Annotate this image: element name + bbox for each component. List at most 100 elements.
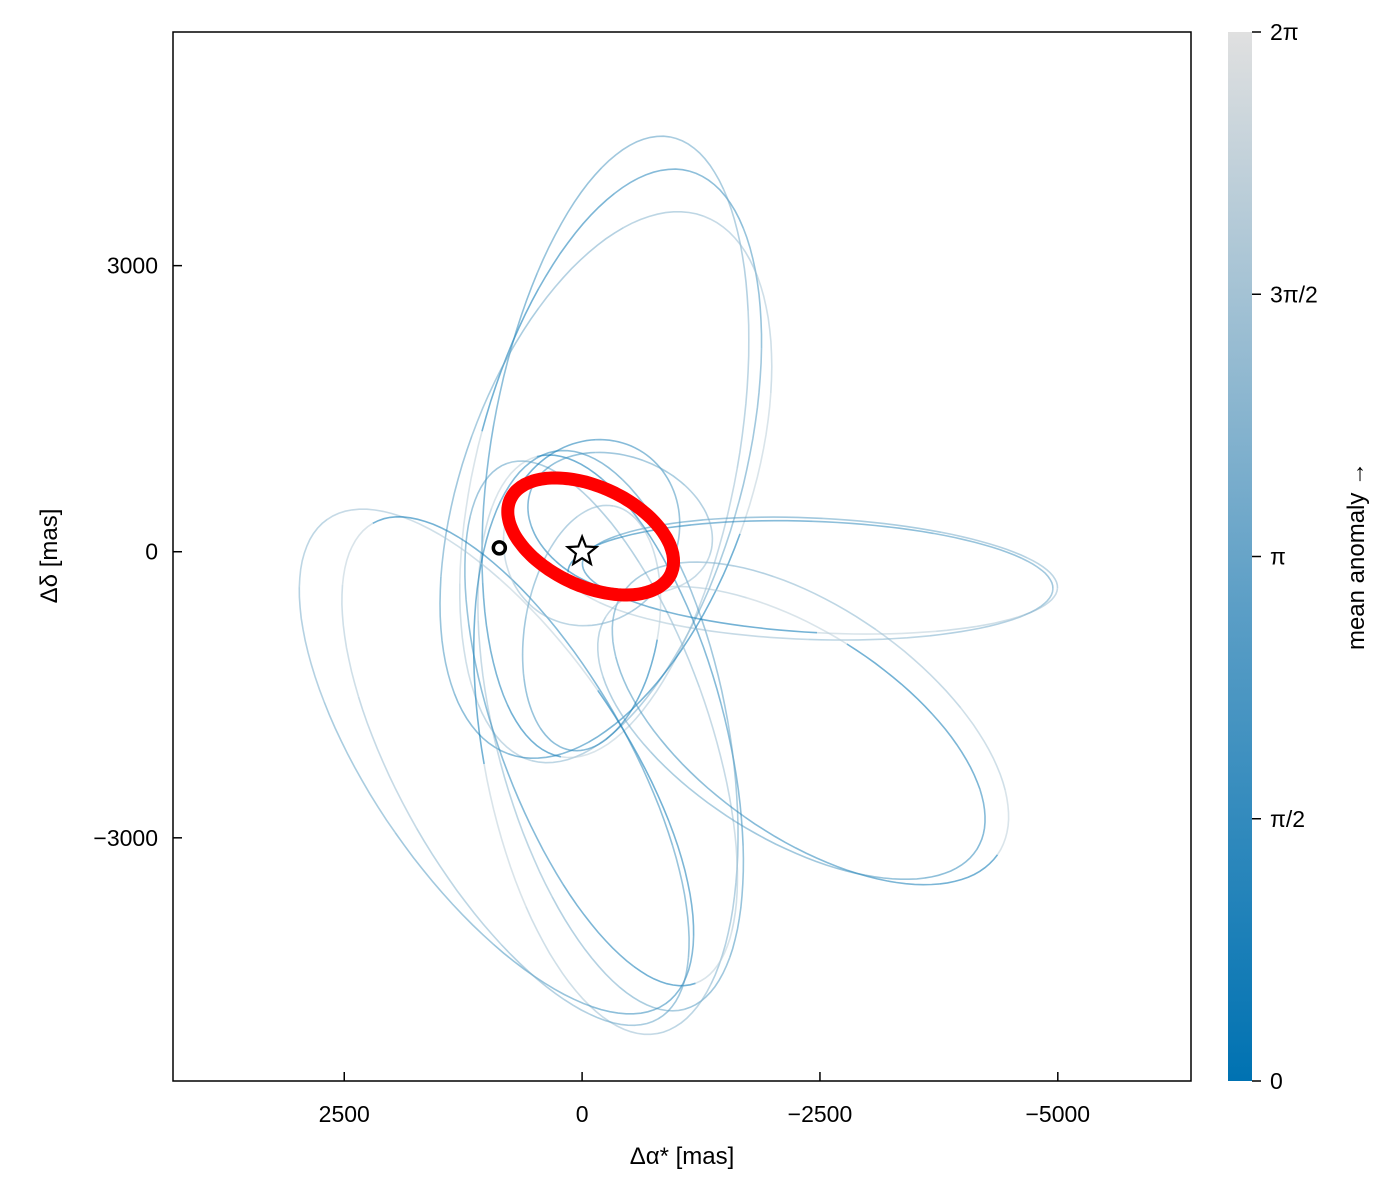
orbit-segment bbox=[471, 307, 540, 437]
orbit-segment bbox=[698, 687, 735, 823]
orbit-segment bbox=[473, 615, 485, 765]
orbit-segment bbox=[341, 522, 374, 586]
orbit-segment bbox=[544, 515, 578, 558]
orbit-segment bbox=[560, 725, 630, 759]
orbit-segment bbox=[976, 788, 986, 850]
orbit-segment bbox=[537, 192, 616, 290]
orbit-sample bbox=[464, 460, 739, 987]
orbit-segment bbox=[808, 635, 930, 641]
orbit-segment bbox=[523, 678, 541, 729]
orbit-segment bbox=[996, 790, 1010, 856]
orbit-segment bbox=[614, 656, 661, 740]
colorbar-label: mean anomaly → bbox=[1343, 462, 1370, 650]
orbit-segment bbox=[846, 643, 933, 715]
orbit-segment bbox=[720, 703, 744, 846]
orbit-segment bbox=[726, 720, 739, 870]
orbit-segment bbox=[1023, 587, 1059, 616]
orbit-segment bbox=[613, 713, 674, 846]
orbit-segment bbox=[924, 848, 978, 879]
orbit-segment bbox=[729, 845, 745, 958]
orbit-segment bbox=[739, 392, 772, 535]
orbit-segment bbox=[592, 1003, 667, 1015]
orbit-segment bbox=[710, 869, 738, 985]
orbit-segment bbox=[960, 707, 1006, 791]
orbit-segment bbox=[816, 630, 937, 635]
orbit-segment bbox=[689, 170, 744, 229]
orbit-segment bbox=[550, 438, 596, 455]
highlighted-orbit bbox=[501, 471, 680, 602]
orbit-segment bbox=[554, 449, 623, 481]
orbit-segment bbox=[703, 516, 823, 521]
orbit-segment bbox=[822, 517, 942, 534]
y-tick-label: 0 bbox=[145, 539, 158, 565]
orbit-segment bbox=[459, 431, 483, 584]
orbit-segment bbox=[672, 533, 741, 663]
orbit-segment bbox=[502, 759, 564, 885]
orbit-segment bbox=[659, 738, 746, 818]
colorbar bbox=[1228, 32, 1252, 1081]
orbit-segment bbox=[521, 616, 527, 680]
orbit-segment bbox=[474, 500, 502, 616]
orbit-segment bbox=[587, 610, 633, 627]
orbit-segment bbox=[599, 601, 688, 629]
orbit-segment bbox=[936, 614, 1025, 633]
orbit-sample bbox=[481, 135, 750, 759]
colorbar-tick-label: 2π bbox=[1270, 19, 1299, 45]
orbit-segment bbox=[746, 597, 848, 645]
orbit-segment bbox=[773, 575, 877, 631]
orbit-segment bbox=[529, 597, 616, 715]
orbit-segment bbox=[703, 215, 759, 277]
orbit-segment bbox=[812, 520, 934, 535]
orbit-segment bbox=[736, 310, 750, 469]
orbit-segment bbox=[372, 515, 442, 529]
orbit-segment bbox=[492, 272, 538, 426]
orbit-sample bbox=[298, 508, 695, 1015]
orbit-segment bbox=[875, 628, 962, 709]
orbit-segment bbox=[527, 490, 533, 527]
orbit-segment bbox=[298, 518, 328, 588]
plot-frame bbox=[172, 31, 1192, 1082]
orbit-segment bbox=[685, 577, 729, 722]
orbit-segment bbox=[464, 516, 471, 625]
orbit-segment bbox=[469, 462, 508, 517]
orbit-segment bbox=[597, 616, 607, 677]
orbit-segment bbox=[481, 288, 540, 432]
orbit-segment bbox=[490, 455, 538, 509]
orbit-segment bbox=[687, 626, 809, 641]
orbit-segment bbox=[623, 211, 704, 229]
orbit-segment bbox=[595, 438, 640, 451]
orbit-segment bbox=[468, 624, 504, 760]
highlighted-orbit-layer bbox=[501, 471, 680, 602]
orbit-segment bbox=[323, 701, 396, 834]
orbit-segment bbox=[669, 136, 725, 190]
y-axis: 3000 0 −3000 bbox=[93, 253, 182, 851]
orbit-segment bbox=[685, 555, 711, 584]
orbit-segment bbox=[551, 896, 621, 988]
orbit-segment bbox=[506, 704, 562, 758]
orbit-segment bbox=[650, 751, 737, 823]
colorbar-tick-label: 3π/2 bbox=[1270, 281, 1318, 307]
orbit-segment bbox=[1026, 557, 1059, 589]
orbit-segment bbox=[357, 696, 418, 829]
orbit-segment bbox=[499, 578, 599, 691]
orbit-segment bbox=[692, 468, 738, 621]
orbit-segment bbox=[597, 689, 670, 822]
orbit-segment bbox=[708, 519, 714, 556]
colorbar-tick-label: π/2 bbox=[1270, 806, 1305, 832]
orbit-segment bbox=[415, 827, 502, 946]
x-axis-label: Δα* [mas] bbox=[630, 1143, 735, 1170]
orbit-segment bbox=[835, 867, 925, 880]
orbit-sample bbox=[341, 515, 690, 1027]
orbit-segment bbox=[588, 1004, 658, 1036]
orbit-segment bbox=[499, 762, 553, 898]
orbit-segment bbox=[614, 168, 690, 195]
orbit-segment bbox=[439, 576, 456, 694]
orbit-segment bbox=[543, 614, 588, 627]
orbit-segment bbox=[477, 620, 502, 763]
orbit-segment bbox=[612, 505, 644, 529]
orbit-segment bbox=[657, 956, 690, 1020]
orbit-segment bbox=[642, 459, 686, 486]
orbit-segment bbox=[642, 527, 660, 578]
orbit-segment bbox=[619, 986, 685, 1012]
orbit-segment bbox=[537, 227, 624, 309]
